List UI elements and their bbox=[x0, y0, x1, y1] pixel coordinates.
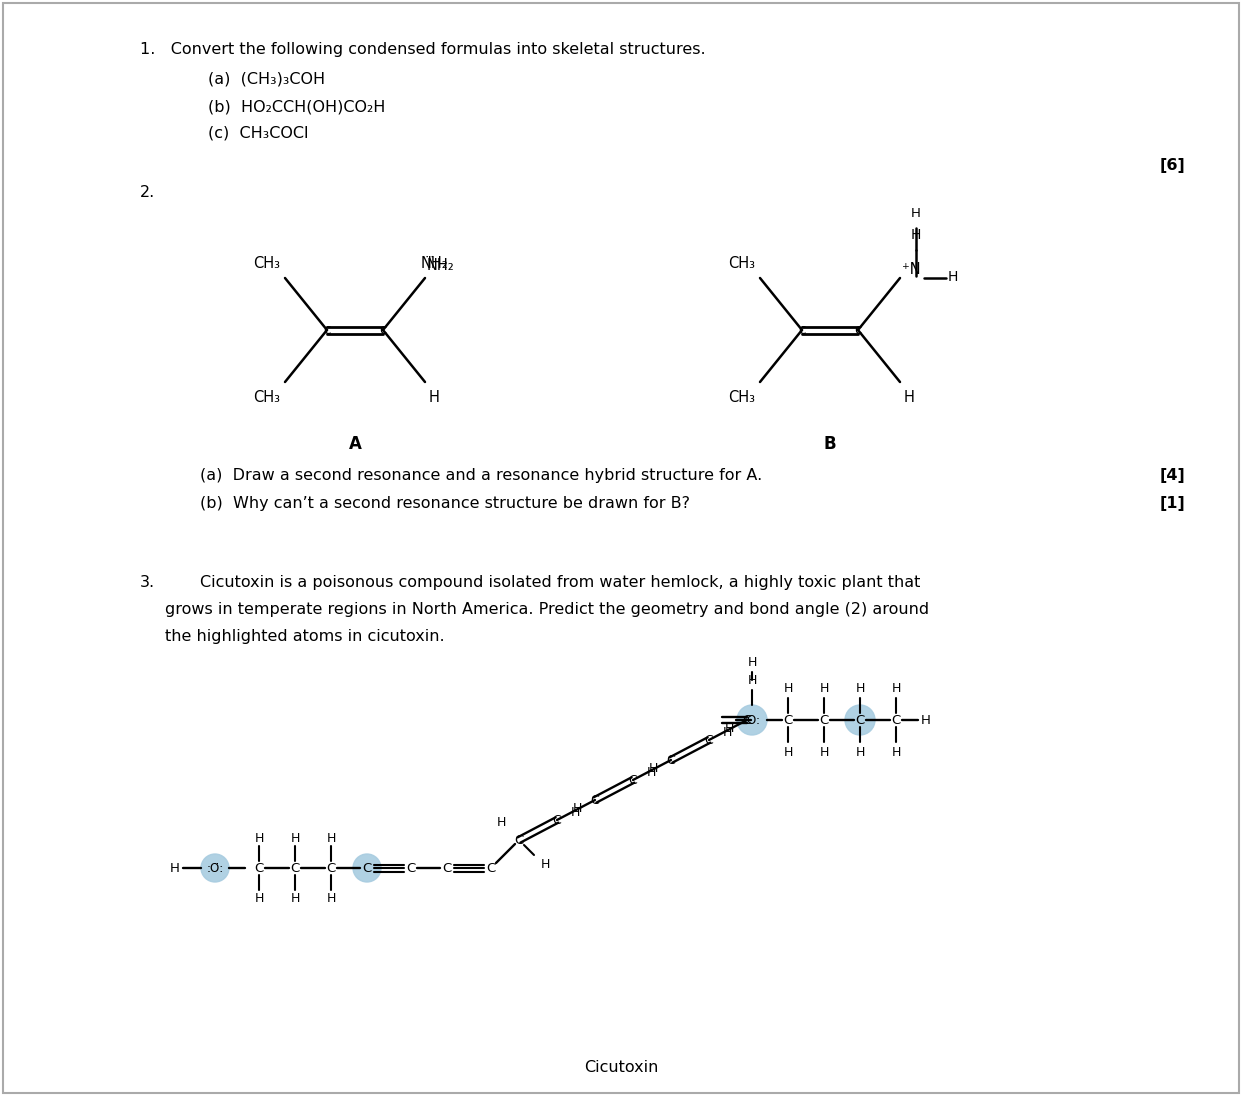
Text: H: H bbox=[327, 832, 335, 845]
Text: B: B bbox=[823, 435, 836, 453]
Text: H: H bbox=[820, 682, 828, 695]
Text: CH₃: CH₃ bbox=[253, 390, 279, 406]
Text: H: H bbox=[912, 207, 920, 220]
Text: H: H bbox=[910, 228, 922, 242]
Text: ⁺N: ⁺N bbox=[902, 263, 920, 277]
Text: H: H bbox=[904, 390, 915, 406]
Text: C: C bbox=[892, 713, 900, 727]
Text: C: C bbox=[743, 713, 751, 727]
Text: C: C bbox=[628, 774, 637, 787]
Text: H: H bbox=[724, 721, 734, 734]
Text: A: A bbox=[349, 435, 361, 453]
Text: H: H bbox=[892, 745, 900, 758]
Text: [6]: [6] bbox=[1160, 158, 1186, 173]
Text: c: c bbox=[799, 323, 806, 336]
Text: H: H bbox=[291, 832, 299, 845]
Text: C: C bbox=[553, 813, 561, 826]
Text: H: H bbox=[922, 713, 932, 727]
Circle shape bbox=[845, 705, 876, 735]
Text: CH₃: CH₃ bbox=[728, 390, 755, 406]
Text: C: C bbox=[255, 861, 263, 875]
Text: [1]: [1] bbox=[1160, 496, 1186, 511]
Text: [4]: [4] bbox=[1160, 468, 1186, 483]
Text: H: H bbox=[820, 745, 828, 758]
Text: H: H bbox=[748, 674, 756, 686]
Text: C: C bbox=[363, 861, 371, 875]
Text: (c)  CH₃COCl: (c) CH₃COCl bbox=[207, 126, 308, 141]
Text: ṄH₂: ṄH₂ bbox=[421, 256, 448, 271]
Text: H: H bbox=[648, 762, 658, 775]
Text: C: C bbox=[704, 733, 713, 746]
Text: CH₃: CH₃ bbox=[253, 256, 279, 271]
Text: H: H bbox=[327, 891, 335, 904]
Text: C: C bbox=[591, 794, 600, 807]
Text: (b)  Why can’t a second resonance structure be drawn for B?: (b) Why can’t a second resonance structu… bbox=[200, 496, 691, 511]
Text: H: H bbox=[646, 765, 656, 778]
Circle shape bbox=[201, 854, 229, 882]
Text: C: C bbox=[820, 713, 828, 727]
Text: H: H bbox=[723, 726, 732, 739]
Text: H: H bbox=[573, 801, 581, 814]
Text: H: H bbox=[784, 682, 792, 695]
Text: C: C bbox=[667, 754, 676, 766]
Text: H: H bbox=[856, 745, 864, 758]
Text: H: H bbox=[170, 861, 180, 875]
Text: H: H bbox=[428, 390, 440, 406]
Text: H: H bbox=[291, 891, 299, 904]
Text: C: C bbox=[514, 833, 524, 846]
Text: C: C bbox=[327, 861, 335, 875]
Text: 1.   Convert the following condensed formulas into skeletal structures.: 1. Convert the following condensed formu… bbox=[140, 42, 705, 57]
Text: H: H bbox=[497, 815, 505, 829]
Text: H: H bbox=[856, 682, 864, 695]
Text: C: C bbox=[442, 861, 452, 875]
Text: the highlighted atoms in cicutoxin.: the highlighted atoms in cicutoxin. bbox=[165, 629, 445, 644]
Text: CH₃: CH₃ bbox=[728, 256, 755, 271]
FancyBboxPatch shape bbox=[2, 3, 1240, 1093]
Text: 3.: 3. bbox=[140, 575, 155, 590]
Text: H: H bbox=[255, 832, 263, 845]
Text: C: C bbox=[291, 861, 299, 875]
Text: Cicutoxin: Cicutoxin bbox=[584, 1060, 658, 1075]
Text: H: H bbox=[255, 891, 263, 904]
Text: (a)  (CH₃)₃COH: (a) (CH₃)₃COH bbox=[207, 72, 325, 87]
Text: H: H bbox=[540, 857, 550, 870]
Circle shape bbox=[737, 705, 768, 735]
Text: C: C bbox=[406, 861, 416, 875]
Text: 2.: 2. bbox=[140, 185, 155, 199]
Text: C: C bbox=[784, 713, 792, 727]
Text: grows in temperate regions in North America. Predict the geometry and bond angle: grows in temperate regions in North Amer… bbox=[165, 602, 929, 617]
Text: :Ö:: :Ö: bbox=[206, 861, 224, 875]
Circle shape bbox=[353, 854, 381, 882]
Text: C: C bbox=[487, 861, 496, 875]
Text: H: H bbox=[570, 806, 580, 819]
Text: ṄH₂: ṄH₂ bbox=[427, 258, 455, 273]
Text: H: H bbox=[784, 745, 792, 758]
Text: H: H bbox=[892, 682, 900, 695]
Text: Cicutoxin is a poisonous compound isolated from water hemlock, a highly toxic pl: Cicutoxin is a poisonous compound isolat… bbox=[200, 575, 920, 590]
Text: C: C bbox=[856, 713, 864, 727]
Text: H: H bbox=[748, 655, 756, 669]
Text: (a)  Draw a second resonance and a resonance hybrid structure for A.: (a) Draw a second resonance and a resona… bbox=[200, 468, 763, 483]
Text: (b)  HO₂CCH(OH)CO₂H: (b) HO₂CCH(OH)CO₂H bbox=[207, 99, 385, 114]
Text: c: c bbox=[379, 323, 386, 336]
Text: H: H bbox=[948, 270, 959, 284]
Text: c: c bbox=[323, 323, 330, 336]
Text: :O:: :O: bbox=[744, 713, 760, 727]
Text: c: c bbox=[854, 323, 862, 336]
